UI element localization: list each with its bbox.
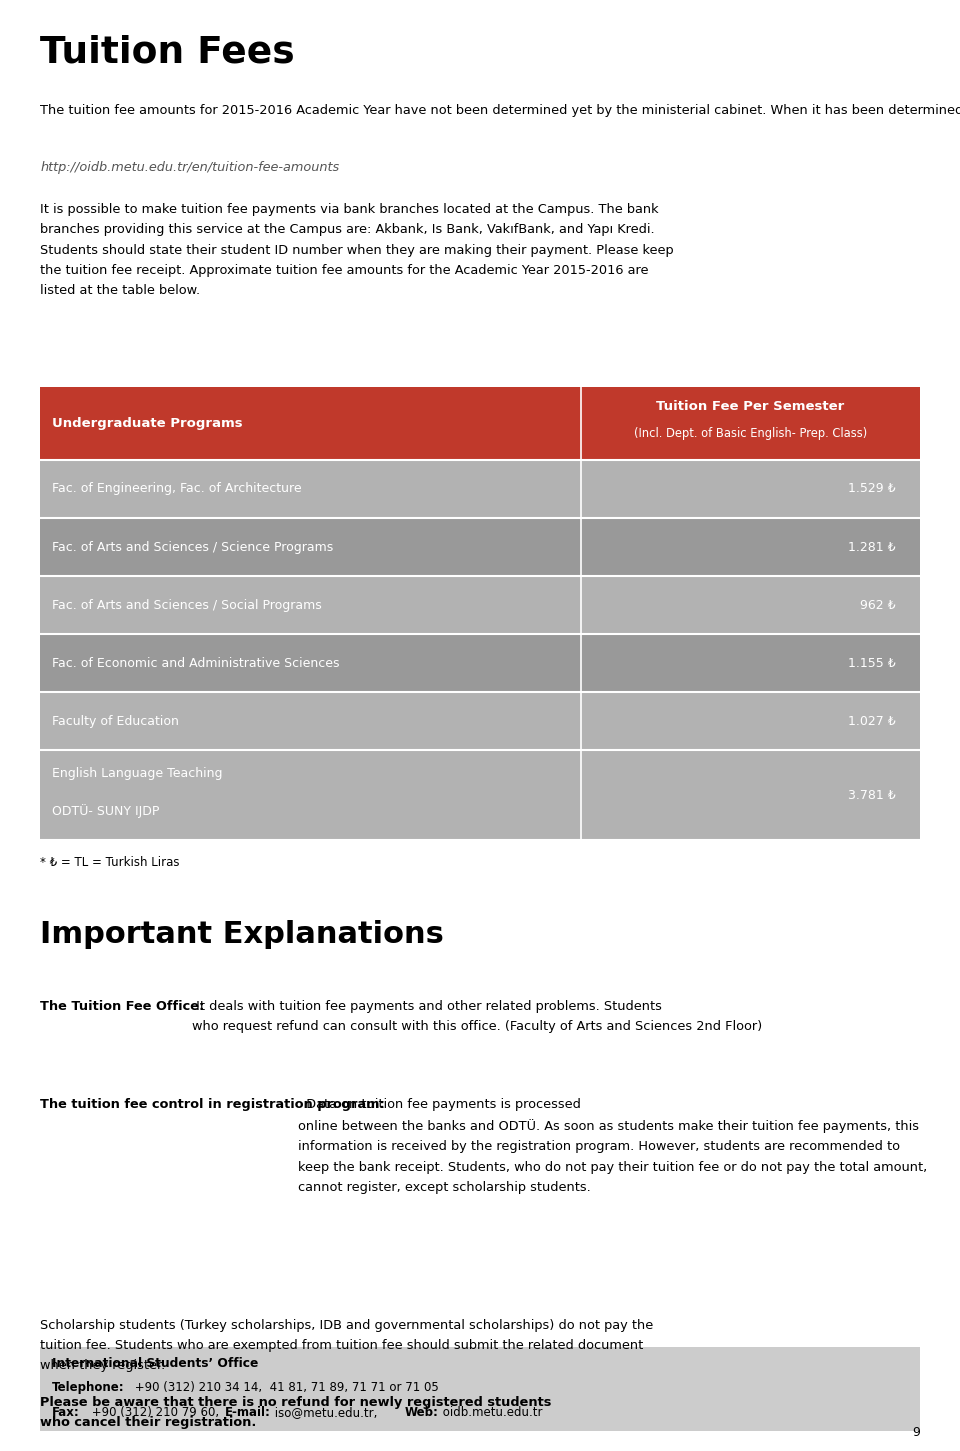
- Text: 1.529 ₺: 1.529 ₺: [848, 483, 896, 495]
- Text: Undergraduate Programs: Undergraduate Programs: [52, 418, 243, 429]
- Text: 1.027 ₺: 1.027 ₺: [848, 715, 896, 727]
- Text: Fac. of Arts and Sciences / Science Programs: Fac. of Arts and Sciences / Science Prog…: [52, 541, 333, 553]
- Bar: [40, 387, 920, 460]
- Text: Faculty of Education: Faculty of Education: [52, 715, 179, 727]
- Text: It is possible to make tuition fee payments via bank branches located at the Cam: It is possible to make tuition fee payme…: [40, 203, 674, 297]
- Text: International Students’ Office: International Students’ Office: [52, 1357, 258, 1370]
- Bar: [40, 460, 920, 518]
- Text: 962 ₺: 962 ₺: [860, 599, 896, 611]
- Text: Fac. of Engineering, Fac. of Architecture: Fac. of Engineering, Fac. of Architectur…: [52, 483, 301, 495]
- Bar: [40, 692, 920, 750]
- Text: http://oidb.metu.edu.tr/en/tuition-fee-amounts: http://oidb.metu.edu.tr/en/tuition-fee-a…: [40, 161, 340, 174]
- Bar: [40, 576, 920, 634]
- Text: Please be aware that there is no refund for newly registered students
who cancel: Please be aware that there is no refund …: [40, 1396, 552, 1429]
- Text: Fax:: Fax:: [52, 1406, 80, 1419]
- Text: Web:: Web:: [404, 1406, 438, 1419]
- Text: 9: 9: [912, 1426, 920, 1439]
- Text: English Language Teaching: English Language Teaching: [52, 768, 223, 781]
- Text: * ₺ = TL = Turkish Liras: * ₺ = TL = Turkish Liras: [40, 856, 180, 869]
- Text: Tuition Fee Per Semester: Tuition Fee Per Semester: [657, 400, 845, 414]
- Bar: [40, 634, 920, 692]
- Text: The tuition fee control in registration program:: The tuition fee control in registration …: [40, 1098, 385, 1111]
- Text: Fac. of Economic and Administrative Sciences: Fac. of Economic and Administrative Scie…: [52, 657, 339, 669]
- Text: Telephone:: Telephone:: [52, 1381, 125, 1394]
- Bar: [40, 750, 920, 840]
- Text: (Incl. Dept. of Basic English- Prep. Class): (Incl. Dept. of Basic English- Prep. Cla…: [634, 427, 867, 440]
- Text: Tuition Fees: Tuition Fees: [40, 35, 295, 71]
- Text: 3.781 ₺: 3.781 ₺: [848, 789, 896, 801]
- Text: +90 (312) 210 34 14,  41 81, 71 89, 71 71 or 71 05: +90 (312) 210 34 14, 41 81, 71 89, 71 71…: [131, 1381, 439, 1394]
- Text: oidb.metu.edu.tr: oidb.metu.edu.tr: [439, 1406, 542, 1419]
- Text: The tuition fee amounts for 2015-2016 Academic Year have not been determined yet: The tuition fee amounts for 2015-2016 Ac…: [40, 104, 960, 118]
- Text: ODTÜ- SUNY IJDP: ODTÜ- SUNY IJDP: [52, 804, 159, 818]
- Text: Important Explanations: Important Explanations: [40, 920, 444, 949]
- Text: The Tuition Fee Office:: The Tuition Fee Office:: [40, 1000, 204, 1013]
- Text: 1.281 ₺: 1.281 ₺: [848, 541, 896, 553]
- Text: iso@metu.edu.tr,: iso@metu.edu.tr,: [271, 1406, 381, 1419]
- Text: Scholarship students (Turkey scholarships, IDB and governmental scholarships) do: Scholarship students (Turkey scholarship…: [40, 1319, 654, 1373]
- Text: 1.155 ₺: 1.155 ₺: [848, 657, 896, 669]
- Text: It deals with tuition fee payments and other related problems. Students
who requ: It deals with tuition fee payments and o…: [192, 1000, 762, 1033]
- Bar: [40, 1347, 920, 1431]
- Text: +90 (312) 210 79 60,: +90 (312) 210 79 60,: [88, 1406, 223, 1419]
- Text: Fac. of Arts and Sciences / Social Programs: Fac. of Arts and Sciences / Social Progr…: [52, 599, 322, 611]
- Text: Data on tuition fee payments is processed
online between the banks and ODTÜ. As : Data on tuition fee payments is processe…: [298, 1098, 926, 1194]
- Text: E-mail:: E-mail:: [225, 1406, 271, 1419]
- Bar: [40, 518, 920, 576]
